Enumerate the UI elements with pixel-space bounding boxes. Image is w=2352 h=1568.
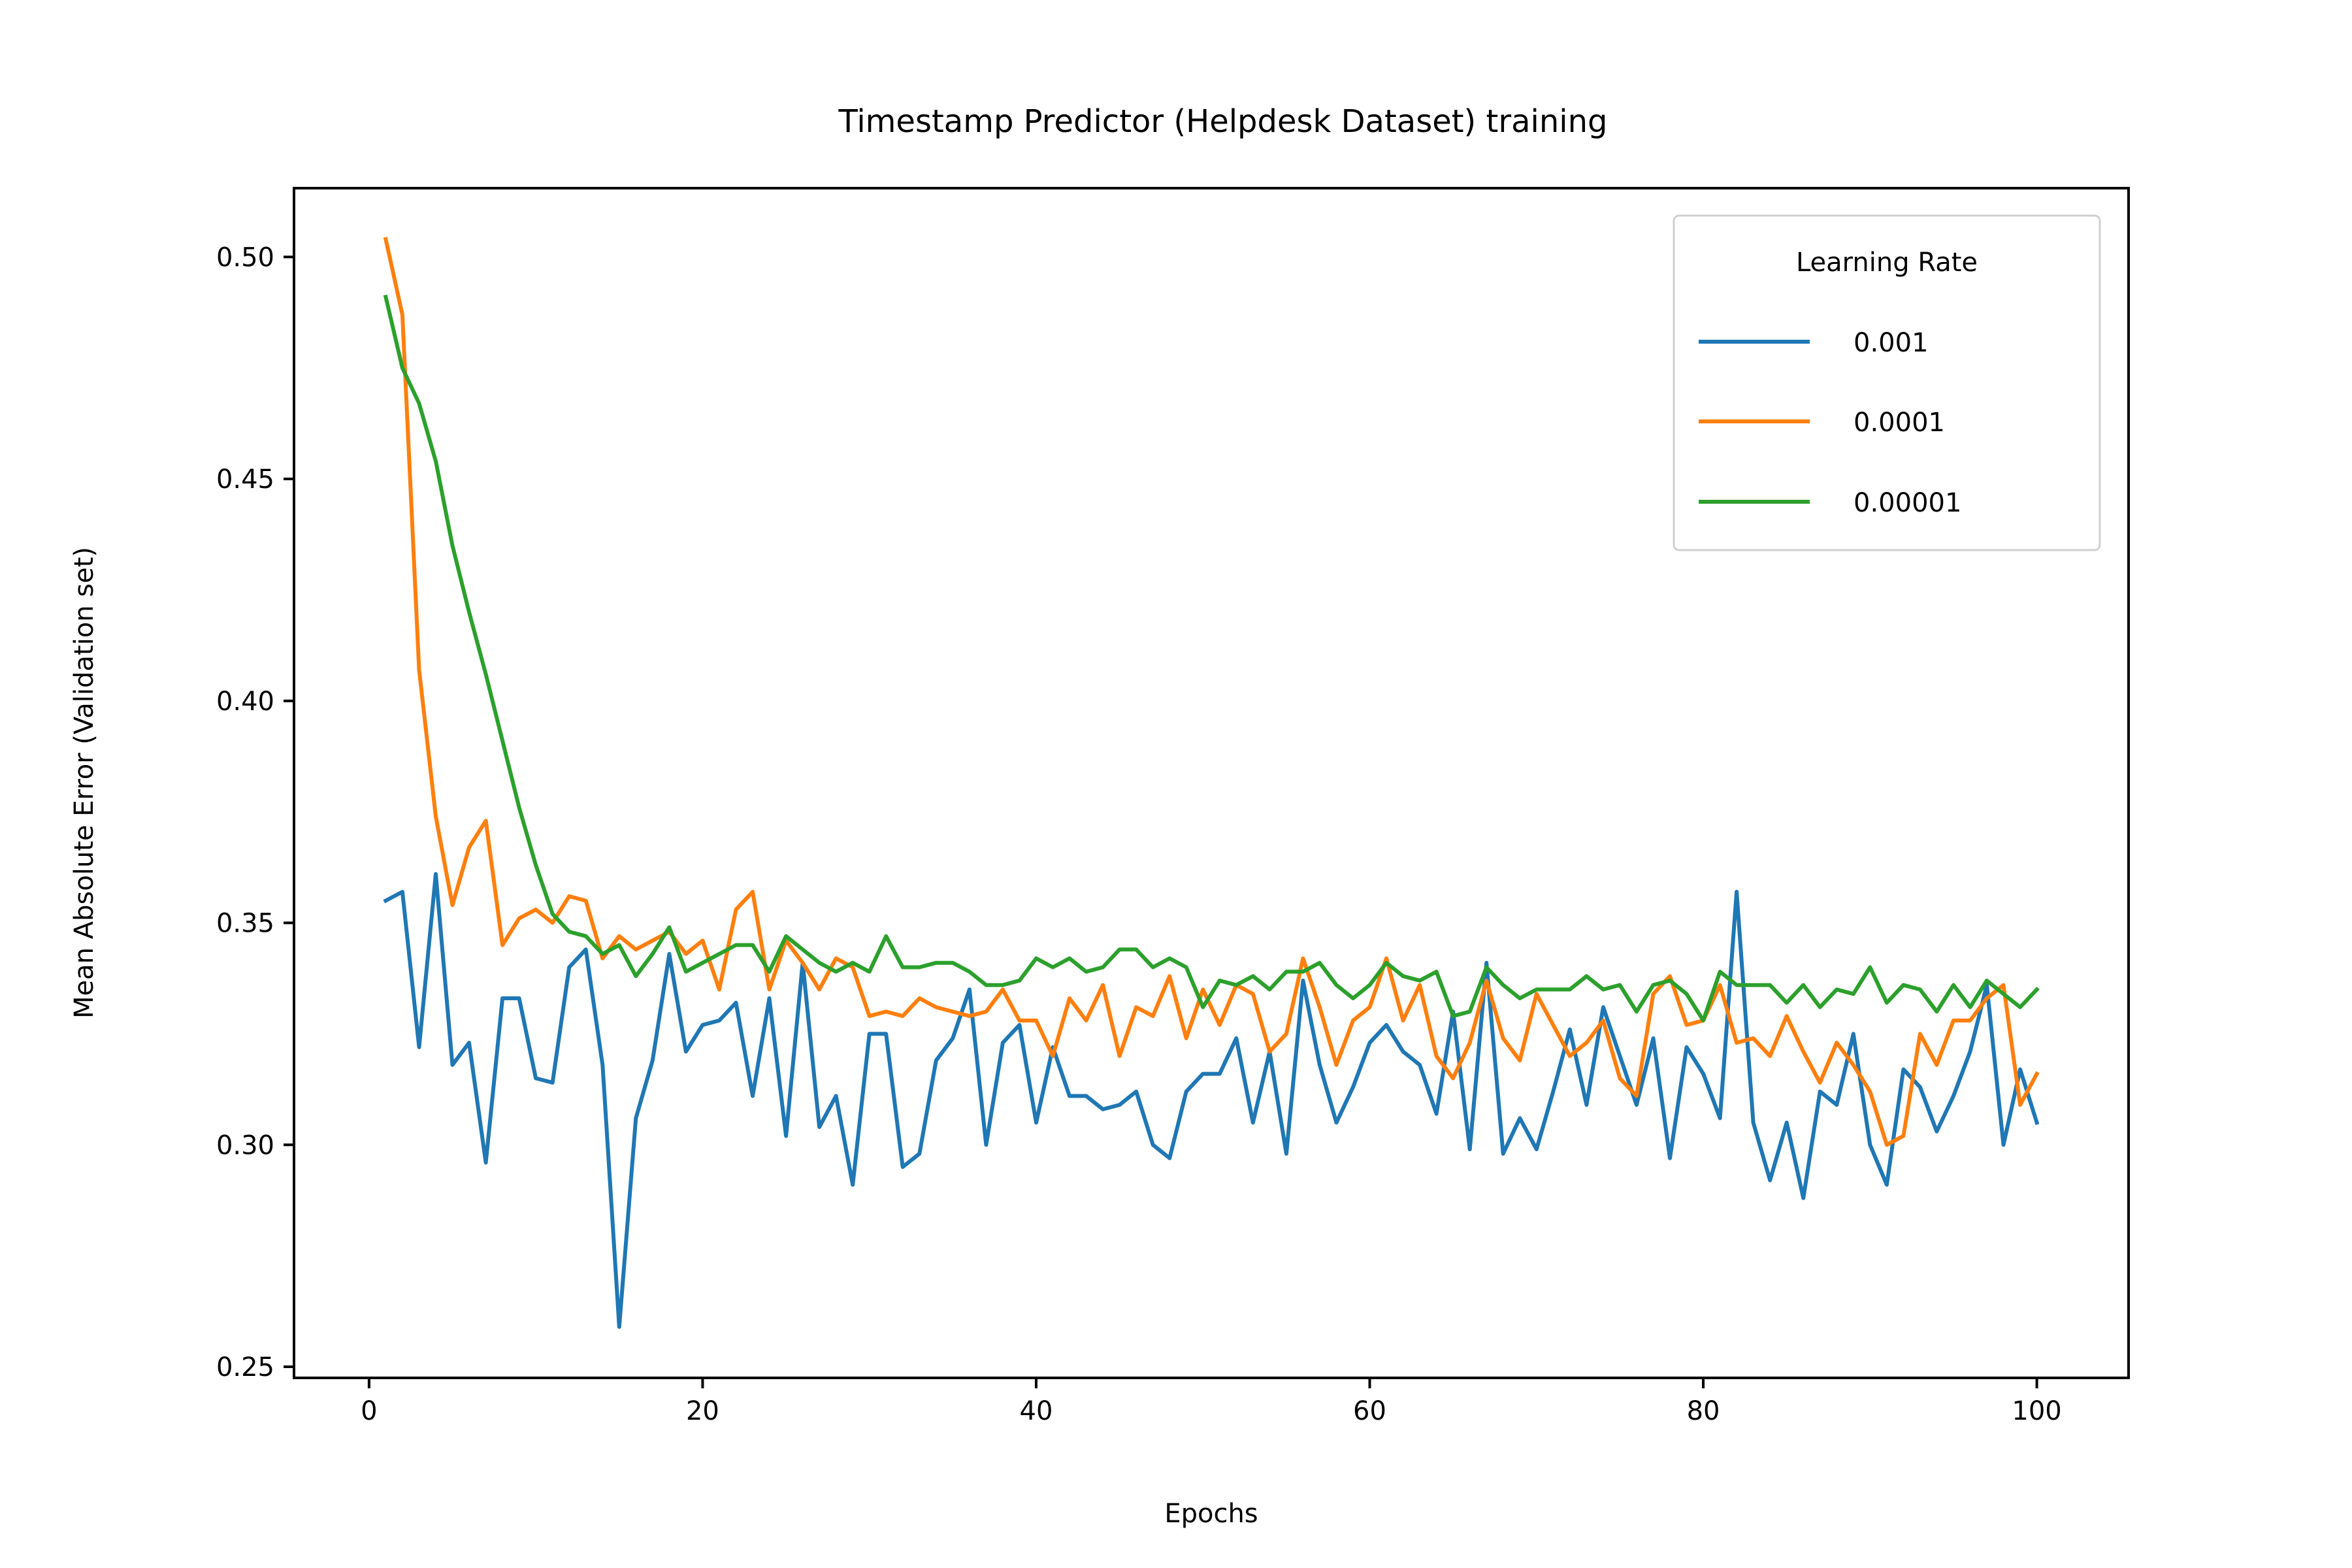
plot-series bbox=[383, 237, 2040, 1329]
legend-box bbox=[1673, 214, 2101, 551]
y-tick-label: 0.45 bbox=[216, 465, 274, 495]
x-tick-label: 0 bbox=[361, 1396, 377, 1426]
y-tick-label: 0.40 bbox=[216, 687, 274, 717]
x-axis: 0 20 40 60 80 100 bbox=[361, 1378, 2062, 1426]
x-tick-label: 40 bbox=[1020, 1396, 1053, 1426]
x-tick-label: 80 bbox=[1687, 1396, 1720, 1426]
legend-label-0.001: 0.001 bbox=[1854, 328, 1929, 358]
y-tick-label: 0.35 bbox=[216, 909, 274, 939]
y-tick-label: 0.30 bbox=[216, 1130, 274, 1160]
chart-title: Timestamp Predictor (Helpdesk Dataset) t… bbox=[838, 103, 1607, 140]
series-line-0.00001 bbox=[383, 294, 2040, 1022]
series-line-0.0001 bbox=[383, 237, 2040, 1147]
y-axis: 0.25 0.30 0.35 0.40 0.45 0.50 bbox=[216, 242, 294, 1382]
legend-label-0.00001: 0.00001 bbox=[1854, 488, 1961, 518]
y-axis-label: Mean Absolute Error (Validation set) bbox=[69, 547, 99, 1019]
series-line-0.001 bbox=[383, 872, 2040, 1329]
legend: Learning Rate 0.001 0.0001 0.00001 bbox=[1673, 214, 2101, 551]
x-tick-label: 100 bbox=[2012, 1396, 2061, 1426]
plot-frame bbox=[293, 187, 2130, 1379]
y-tick-label: 0.50 bbox=[216, 242, 274, 272]
x-axis-label: Epochs bbox=[1164, 1499, 1258, 1529]
x-tick-label: 20 bbox=[686, 1396, 719, 1426]
legend-label-0.0001: 0.0001 bbox=[1854, 408, 1945, 438]
x-tick-label: 60 bbox=[1353, 1396, 1386, 1426]
legend-title: Learning Rate bbox=[1796, 248, 1978, 278]
y-tick-label: 0.25 bbox=[216, 1352, 274, 1382]
